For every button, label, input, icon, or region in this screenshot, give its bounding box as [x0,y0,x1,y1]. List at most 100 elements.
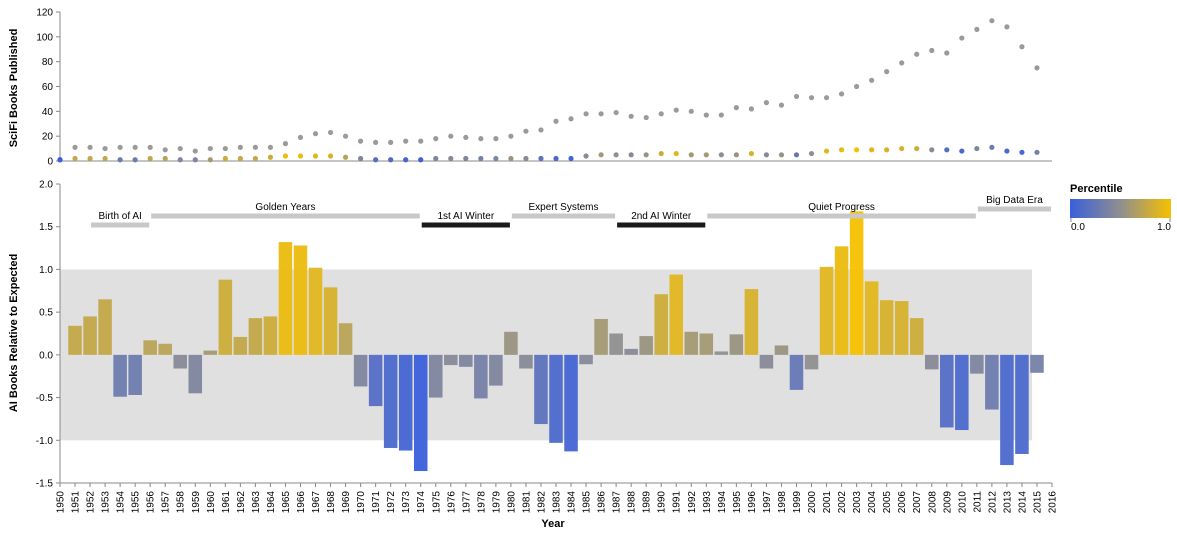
bar [669,274,684,355]
x-tick-label: 2015 [1032,491,1043,514]
bar [233,336,248,355]
bar [83,316,97,355]
bottom-y-tick-label: 0.0 [39,350,53,361]
era-bar [707,213,976,219]
total-books-point [132,144,138,150]
bar [143,340,157,355]
bar [428,354,443,398]
total-books-point [869,77,875,83]
percentile-legend: Percentile 0.0 1.0 [1070,183,1171,233]
bar [849,211,864,355]
x-tick-label: 2010 [957,491,968,514]
bar [909,318,924,355]
x-tick-label: 1959 [191,491,202,514]
scifi-scatter-panel: 0 20 40 60 80 100 120 SciFi Books Published [8,8,1052,168]
x-tick-label: 1997 [762,491,773,514]
bars-group [68,211,1044,472]
bar [789,354,804,390]
ai-books-point [613,152,619,158]
total-books-point [583,111,589,117]
ai-books-point [57,157,63,163]
bar [879,300,894,355]
legend-min-label: 0.0 [1071,222,1085,233]
era-label: Expert Systems [528,202,598,213]
total-books-point [327,129,334,136]
total-books-point [282,141,289,147]
total-books-point [1004,24,1010,30]
bar [699,333,714,355]
ai-books-point [763,152,770,158]
legend-max-label: 1.0 [1157,222,1171,233]
era-label: 2nd AI Winter [631,211,692,222]
total-books-point [222,145,228,152]
total-books-point [1034,65,1040,71]
bar [639,336,653,355]
x-tick-label: 1963 [251,491,262,514]
era-label: Birth of AI [98,211,141,222]
total-books-point [1019,44,1025,50]
total-books-point [553,118,559,124]
x-tick-label: 1971 [371,491,382,514]
x-tick-label: 1999 [792,491,803,514]
total-books-point [297,134,304,141]
ai-books-bar-panel: -1.5 -1.0 -0.5 0.0 0.5 1.0 1.5 2.0 Birth of AI G… [8,180,1059,531]
x-tick-label: 1990 [657,491,668,514]
bar [564,354,578,452]
x-tick-label: 1984 [567,491,578,514]
era-bar [617,222,706,228]
bar [98,299,112,355]
ai-books-point [854,147,860,153]
total-books-point [823,95,830,101]
x-tick-label: 1978 [476,491,487,514]
total-books-point [418,138,424,144]
bar [203,350,218,355]
bar [549,354,563,443]
x-tick-label: 1981 [521,491,532,514]
ai-books-point [132,157,138,163]
ai-books-point [688,152,694,158]
x-tick-label: 1979 [491,491,502,514]
ai-books-point [388,157,394,163]
total-books-point [598,111,604,117]
bar [338,323,353,355]
x-tick-label: 1966 [296,491,307,514]
total-books-point [373,139,379,145]
x-tick-label: 1992 [687,491,698,514]
x-tick-label: 1991 [672,491,683,514]
ai-books-point [433,155,439,162]
ai-books-point [327,153,334,159]
era-bar [421,222,510,228]
total-books-point [929,47,935,54]
ai-books-point [493,155,499,162]
ai-books-point [1019,149,1025,155]
ai-books-point [117,157,123,163]
ai-books-point [463,155,469,162]
x-tick-label: 1987 [612,491,623,514]
x-tick-label: 1974 [416,491,427,514]
ai-books-point [403,157,409,163]
total-books-point [523,128,529,134]
bottom-y-tick-label: 1.0 [39,265,53,276]
total-books-point [703,112,709,118]
ai-books-point [838,147,845,153]
x-axis-title: Year [541,518,565,530]
x-tick-label: 1985 [582,491,593,514]
x-tick-label: 1970 [356,491,367,514]
bar [1030,354,1044,373]
bar [383,354,398,448]
total-books-point [177,145,183,152]
total-books-point [899,60,905,66]
ai-books-point [568,155,574,162]
bar [924,354,939,370]
x-tick-label: 2011 [972,491,983,513]
x-tick-label: 2007 [912,491,923,514]
x-tick-label: 1973 [401,491,412,514]
ai-books-point [658,150,664,157]
total-books-point [658,111,664,117]
x-tick-label: 1958 [176,491,187,514]
bottom-y-axis: -1.5 -1.0 -0.5 0.0 0.5 1.0 1.5 2.0 [36,180,61,490]
bar [308,267,323,355]
x-tick-label: 1996 [747,491,758,514]
ai-books-point [147,155,153,162]
